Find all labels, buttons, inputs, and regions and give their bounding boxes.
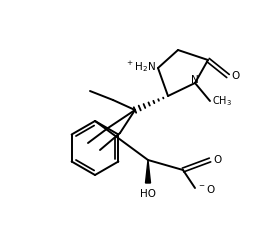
Text: CH$_3$: CH$_3$ <box>212 94 232 108</box>
Text: HO: HO <box>140 189 156 199</box>
Text: N: N <box>191 75 199 85</box>
Text: O: O <box>231 71 239 81</box>
Text: $^+$H$_2$N: $^+$H$_2$N <box>125 60 156 74</box>
Text: $^-$O: $^-$O <box>197 183 216 195</box>
Polygon shape <box>145 160 150 183</box>
Text: O: O <box>213 155 221 165</box>
